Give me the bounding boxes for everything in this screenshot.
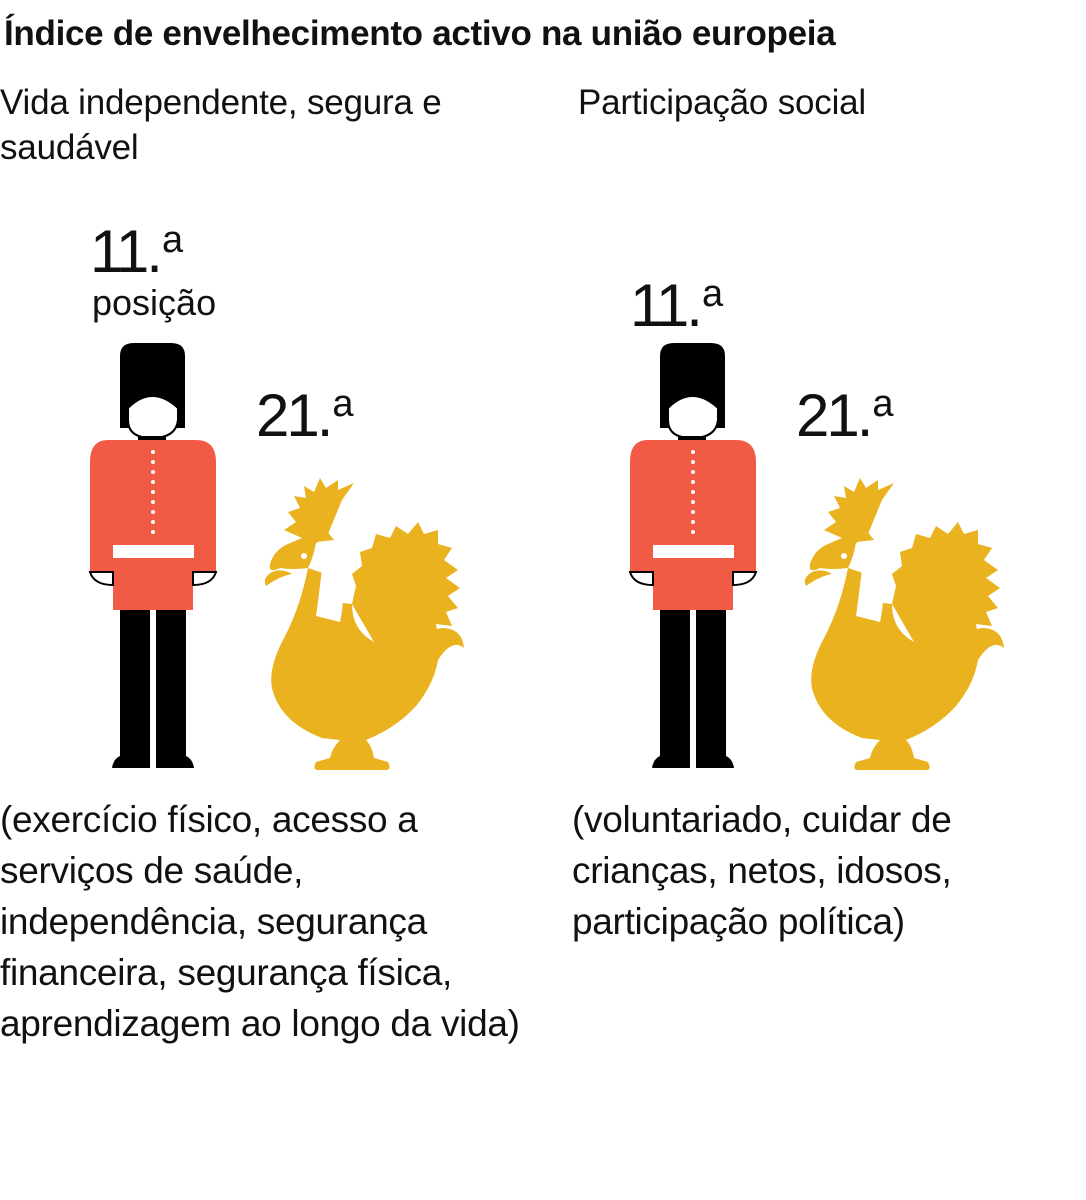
france-rank-left: 21.a [256,374,354,446]
rank-unit-label: posição [92,282,217,323]
france-rank-right: 21.a [796,374,894,446]
uk-rank-left-number: 11. [90,218,163,285]
category-heading-left: Vida independente, segura e saudável [0,83,442,167]
france-rank-left-suffix: a [332,383,354,425]
category-description-right: (voluntariado, cuidar de crianças, netos… [572,799,952,942]
rooster-icon [804,478,1004,770]
rooster-icon [264,478,464,770]
page-title: Índice de envelhecimento activo na união… [4,14,836,53]
category-description-left: (exercício físico, acesso a serviços de … [0,799,520,1044]
uk-rank-left: 11.a [90,210,183,282]
france-rank-right-suffix: a [872,383,894,425]
royal-guard-icon [628,343,758,768]
france-rank-left-number: 21. [256,382,333,449]
uk-rank-left-suffix: a [161,219,184,261]
france-rank-right-number: 21. [796,382,873,449]
uk-rank-right-suffix: a [701,273,724,315]
uk-rank-right: 11.a [630,264,723,336]
category-heading-right: Participação social [578,83,867,122]
royal-guard-icon [88,343,218,768]
uk-rank-right-number: 11. [630,272,703,339]
